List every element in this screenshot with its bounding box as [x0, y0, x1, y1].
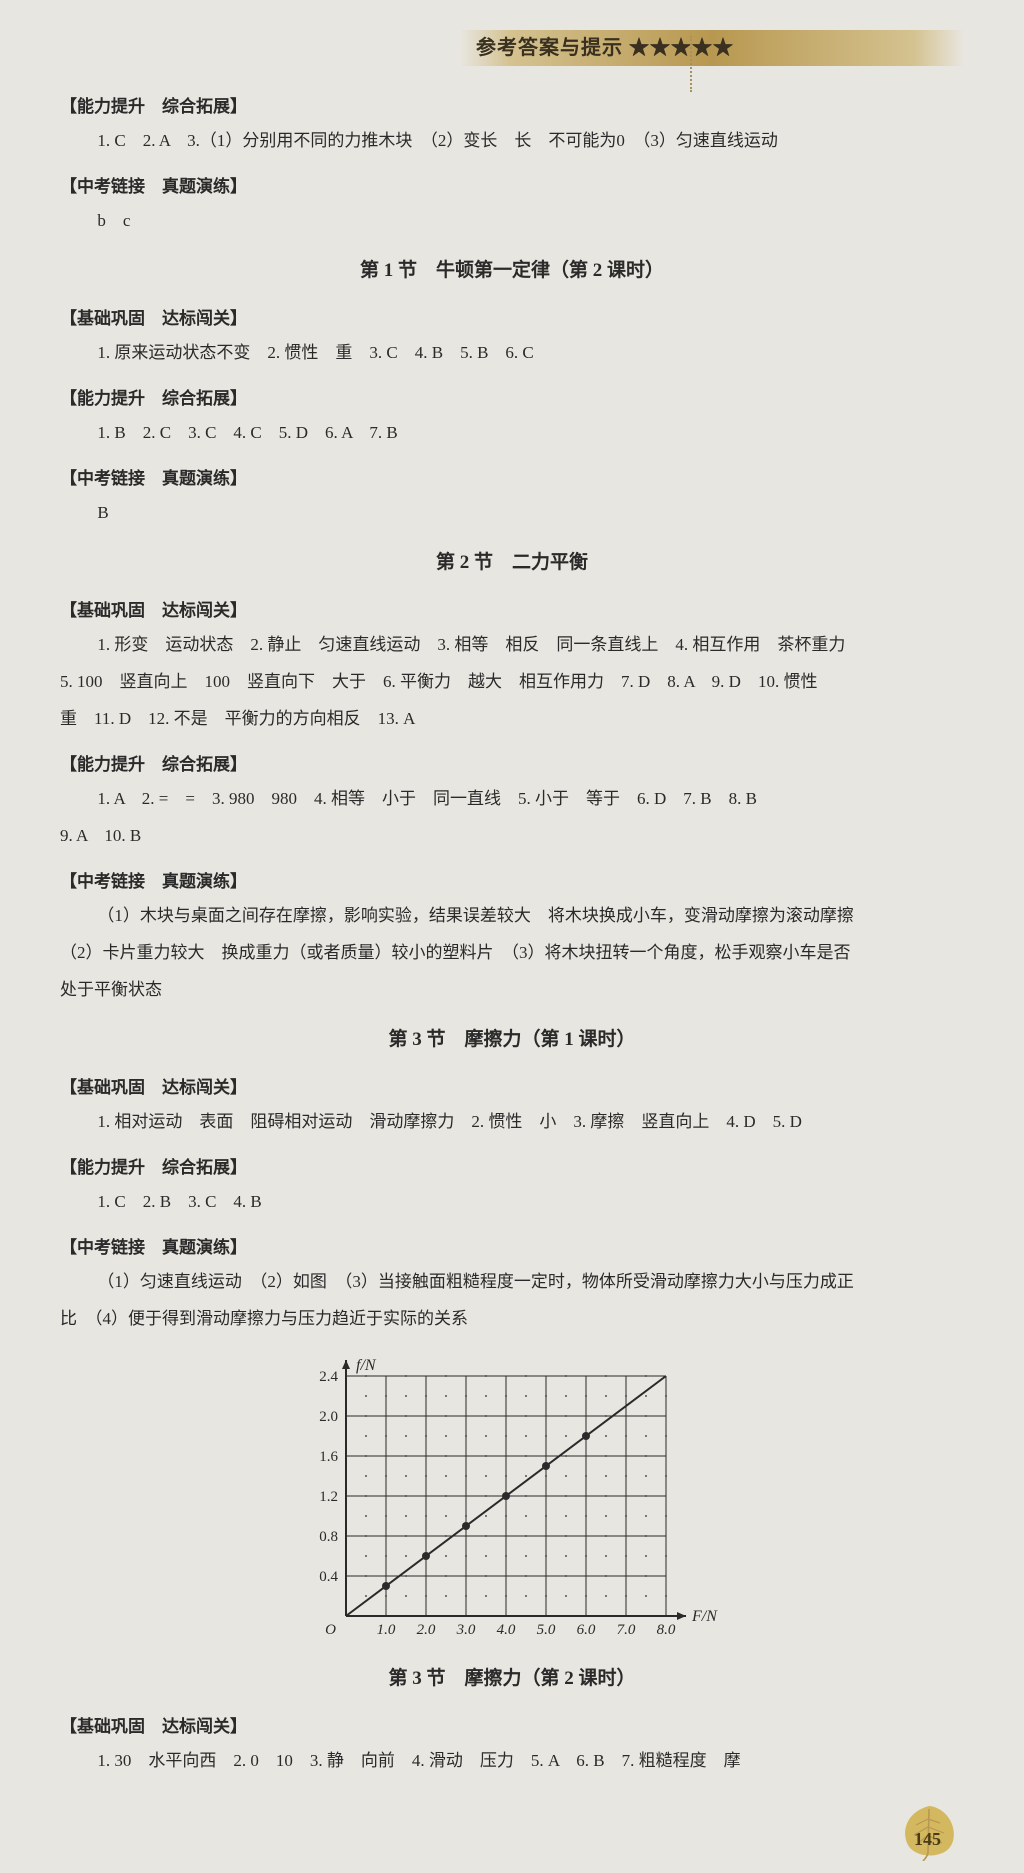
answer-line: 1. C 2. B 3. C 4. B [60, 1185, 964, 1219]
svg-text:1.6: 1.6 [319, 1449, 338, 1465]
section-header: 【中考链接 真题演练】 [60, 865, 964, 899]
section-header: 【能力提升 综合拓展】 [60, 748, 964, 782]
svg-text:0.4: 0.4 [319, 1569, 338, 1585]
answer-line: 1. 30 水平向西 2. 0 10 3. 静 向前 4. 滑动 压力 5. A… [60, 1744, 964, 1778]
header-title: 参考答案与提示 ★★★★★ [476, 28, 734, 68]
svg-text:0.8: 0.8 [319, 1529, 338, 1545]
svg-text:8.0: 8.0 [657, 1622, 676, 1638]
svg-text:7.0: 7.0 [617, 1622, 636, 1638]
content-body: 【能力提升 综合拓展】1. C 2. A 3.（1）分别用不同的力推木块 （2）… [60, 90, 964, 1336]
answer-line: b c [60, 204, 964, 238]
answer-line: 1. B 2. C 3. C 4. C 5. D 6. A 7. B [60, 416, 964, 450]
section-title-2: 第 2 节 二力平衡 [60, 544, 964, 582]
answer-line: B [60, 496, 964, 530]
section-title-4: 第 3 节 摩擦力（第 2 课时） [60, 1660, 964, 1698]
section-title-3: 第 3 节 摩擦力（第 1 课时） [60, 1021, 964, 1059]
answer-line: 处于平衡状态 [60, 973, 964, 1007]
svg-text:2.0: 2.0 [417, 1622, 436, 1638]
answer-line: 重 11. D 12. 不是 平衡力的方向相反 13. A [60, 702, 964, 736]
answer-line: （2）卡片重力较大 换成重力（或者质量）较小的塑料片 （3）将木块扭转一个角度，… [60, 936, 964, 970]
answer-line: （1）匀速直线运动 （2）如图 （3）当接触面粗糙程度一定时，物体所受滑动摩擦力… [60, 1265, 964, 1299]
chart-wrap: 1.0 2.0 3.0 4.0 5.0 6.0 7.0 8.0 0.4 0.8 1.2 1.6 2.0 2… [60, 1350, 964, 1646]
answer-line: 9. A 10. B [60, 819, 964, 853]
answer-line: 1. 形变 运动状态 2. 静止 匀速直线运动 3. 相等 相反 同一条直线上 … [60, 628, 964, 662]
section-header: 【中考链接 真题演练】 [60, 1231, 964, 1265]
answer-line: 1. 相对运动 表面 阻碍相对运动 滑动摩擦力 2. 惯性 小 3. 摩擦 竖直… [60, 1105, 964, 1139]
header-band: 参考答案与提示 ★★★★★ [460, 30, 964, 66]
answer-line: 1. C 2. A 3.（1）分别用不同的力推木块 （2）变长 长 不可能为0 … [60, 124, 964, 158]
svg-text:F/N: F/N [691, 1608, 718, 1625]
section-header: 【能力提升 综合拓展】 [60, 1151, 964, 1185]
block-4: 【基础巩固 达标闯关】1. 30 水平向西 2. 0 10 3. 静 向前 4.… [60, 1710, 964, 1778]
answer-line: （1）木块与桌面之间存在摩擦，影响实验，结果误差较大 将木块换成小车，变滑动摩擦… [60, 899, 964, 933]
svg-text:2.4: 2.4 [319, 1369, 338, 1385]
svg-text:1.2: 1.2 [319, 1489, 338, 1505]
svg-text:1.0: 1.0 [377, 1622, 396, 1638]
page-number-leaf: 145 [894, 1801, 964, 1873]
section-header: 【能力提升 综合拓展】 [60, 382, 964, 416]
section-title-1: 第 1 节 牛顿第一定律（第 2 课时） [60, 252, 964, 290]
section-header: 【基础巩固 达标闯关】 [60, 302, 964, 336]
page-number: 145 [914, 1821, 941, 1857]
header-divider-dots [690, 36, 692, 92]
section-header: 【中考链接 真题演练】 [60, 462, 964, 496]
answer-line: 1. 原来运动状态不变 2. 惯性 重 3. C 4. B 5. B 6. C [60, 336, 964, 370]
section-header: 【中考链接 真题演练】 [60, 170, 964, 204]
svg-text:3.0: 3.0 [456, 1622, 476, 1638]
svg-text:2.0: 2.0 [319, 1409, 338, 1425]
svg-text:4.0: 4.0 [497, 1622, 516, 1638]
friction-chart: 1.0 2.0 3.0 4.0 5.0 6.0 7.0 8.0 0.4 0.8 1.2 1.6 2.0 2… [298, 1350, 726, 1646]
svg-text:6.0: 6.0 [577, 1622, 596, 1638]
section-header: 【基础巩固 达标闯关】 [60, 1710, 964, 1744]
svg-text:O: O [325, 1622, 336, 1638]
answer-line: 比 （4）便于得到滑动摩擦力与压力趋近于实际的关系 [60, 1302, 964, 1336]
answer-line: 5. 100 竖直向上 100 竖直向下 大于 6. 平衡力 越大 相互作用力 … [60, 665, 964, 699]
section-header: 【基础巩固 达标闯关】 [60, 1071, 964, 1105]
section-header: 【基础巩固 达标闯关】 [60, 594, 964, 628]
svg-text:5.0: 5.0 [537, 1622, 556, 1638]
svg-text:f/N: f/N [356, 1357, 377, 1374]
section-header: 【能力提升 综合拓展】 [60, 90, 964, 124]
answer-line: 1. A 2. = = 3. 980 980 4. 相等 小于 同一直线 5. … [60, 782, 964, 816]
